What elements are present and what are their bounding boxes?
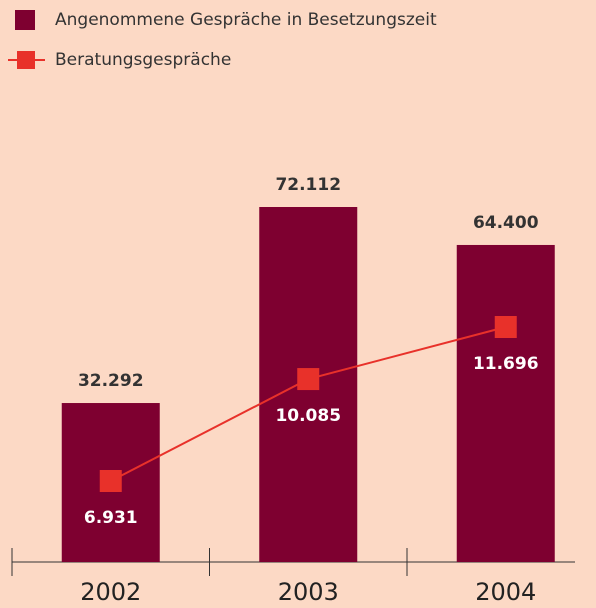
legend-swatch	[15, 10, 35, 30]
x-tick-label: 2003	[278, 578, 339, 606]
bar-value-label: 72.112	[275, 175, 341, 195]
bar	[456, 244, 555, 562]
line-marker	[297, 368, 320, 391]
legend-label: Beratungsgespräche	[55, 50, 231, 70]
line-value-label: 10.085	[275, 406, 341, 426]
legend-marker	[17, 51, 35, 69]
line-marker	[99, 470, 122, 492]
line-marker	[494, 316, 517, 338]
bar-value-label: 64.400	[473, 213, 539, 233]
x-tick-label: 2004	[475, 578, 536, 606]
line-value-label: 11.696	[473, 354, 539, 374]
legend-label: Angenommene Gespräche in Besetzungszeit	[55, 10, 437, 30]
x-tick-label: 2002	[80, 578, 141, 606]
line-value-label: 6.931	[84, 508, 138, 528]
bar-value-label: 32.292	[78, 371, 144, 391]
